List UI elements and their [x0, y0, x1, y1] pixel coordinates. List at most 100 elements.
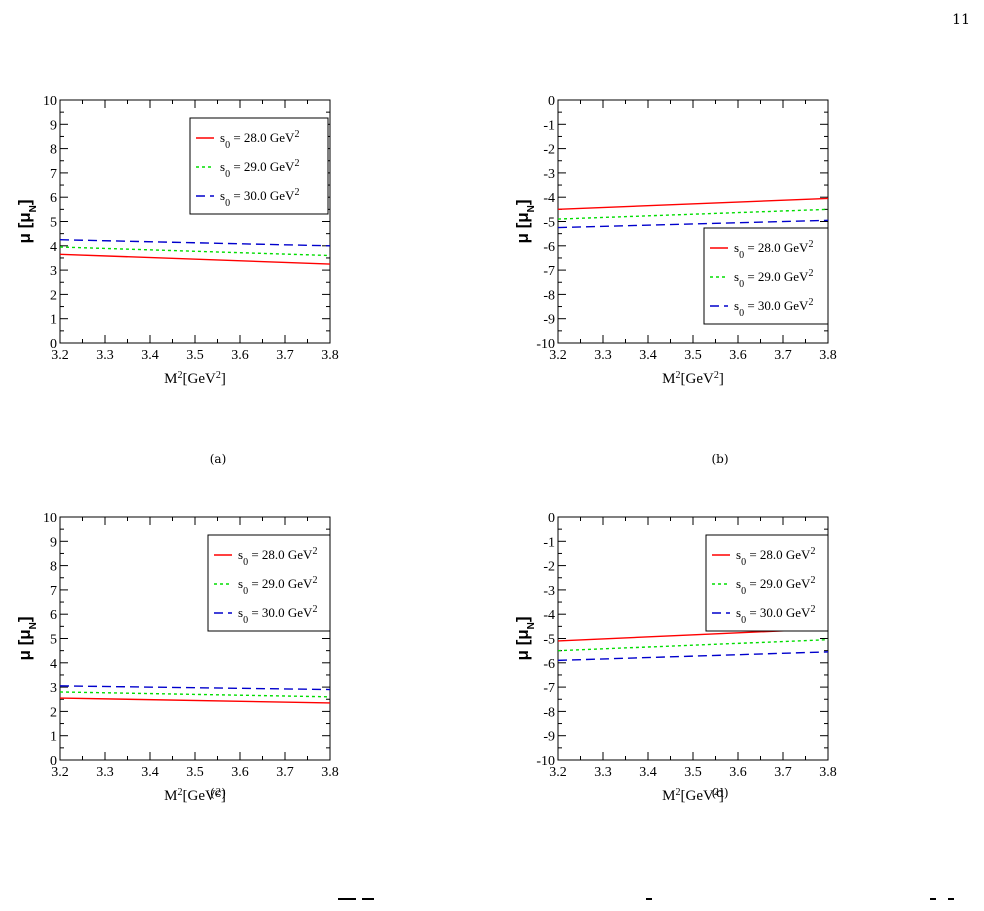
caption-c: (c) [209, 786, 227, 800]
y-tick-label: 2 [50, 705, 57, 720]
series-line-3 [557, 219, 829, 229]
legend: s0 = 28.0 GeV2 s0 = 29.0 GeV2 s0 = 30.0 Ge… [703, 227, 829, 325]
series-line-2 [557, 208, 829, 220]
series-line-1 [59, 697, 331, 704]
caption-a: (a) [209, 452, 227, 466]
y-tick-label: -6 [543, 657, 555, 672]
x-tick-label: 3.2 [549, 765, 567, 780]
x-tick-label: 3.5 [684, 348, 702, 363]
legend-entry: s0 = 30.0 GeV2 [220, 187, 299, 209]
series-line-3 [59, 685, 331, 691]
x-tick-label: 3.8 [321, 765, 339, 780]
plot-area: 3.2 3.3 3.4 3.5 3.6 3.7 3.8 0 1 2 3 4 5 6 7 8 9 10 M2[GeV2… [15, 94, 339, 387]
x-axis-label: M2[GeV2] [164, 370, 226, 388]
y-tick-label: 10 [43, 511, 57, 526]
legend-entry: s0 = 29.0 GeV2 [734, 268, 813, 290]
x-tick-label: 3.8 [321, 348, 339, 363]
y-tick-label: 0 [50, 337, 57, 352]
legend-entry: s0 = 28.0 GeV2 [734, 239, 813, 261]
y-tick-label: -6 [543, 240, 555, 255]
y-tick-label: -9 [543, 313, 555, 328]
y-tick-label: 1 [50, 730, 57, 745]
cropped-glyph [930, 898, 936, 900]
y-tick-label: 8 [50, 143, 57, 158]
legend-entry: s0 = 30.0 GeV2 [734, 297, 813, 319]
chart-panel-c: 3.2 3.3 3.4 3.5 3.6 3.7 3.8 0 1 2 3 4 5 6 7 8 9 10 M2[GeV2… [15, 511, 339, 804]
legend-entry: s0 = 28.0 GeV2 [238, 546, 317, 568]
y-axis-label: μ [μN] [15, 616, 39, 660]
x-tick-label: 3.8 [819, 348, 837, 363]
legend-entry: s0 = 29.0 GeV2 [736, 575, 815, 597]
y-tick-label: 9 [50, 535, 57, 550]
y-tick-label: -8 [543, 288, 555, 303]
y-tick-label: 6 [50, 191, 57, 206]
legend: s0 = 28.0 GeV2 s0 = 29.0 GeV2 s0 = 30.0 Ge… [207, 534, 331, 632]
x-tick-label: 3.7 [774, 348, 792, 363]
y-tick-label: 3 [50, 264, 57, 279]
x-tick-label: 3.2 [51, 348, 69, 363]
cropped-glyph [646, 898, 652, 900]
y-axis-label: μ [μN] [15, 199, 39, 243]
x-tick-label: 3.4 [639, 765, 657, 780]
series-line-2 [59, 691, 331, 698]
x-tick-label: 3.2 [549, 348, 567, 363]
x-tick-label: 3.2 [51, 765, 69, 780]
legend-entry: s0 = 28.0 GeV2 [220, 129, 299, 151]
y-axis-label: μ [μN] [513, 616, 537, 660]
y-tick-label: 9 [50, 118, 57, 133]
y-tick-label: -5 [543, 633, 555, 648]
y-tick-label: -4 [543, 608, 555, 623]
cropped-glyph [362, 898, 374, 900]
legend-box [705, 534, 829, 632]
y-tick-label: 1 [50, 313, 57, 328]
y-tick-label: 0 [548, 94, 555, 109]
y-tick-label: 4 [50, 240, 57, 255]
y-tick-label: -2 [543, 560, 555, 575]
x-axis-label: M2[GeV2] [164, 787, 226, 805]
x-tick-label: 3.6 [231, 348, 249, 363]
x-axis-label: M2[GeV2] [662, 787, 724, 805]
y-tick-label: -4 [543, 191, 555, 206]
legend: s0 = 28.0 GeV2 s0 = 29.0 GeV2 s0 = 30.0 Ge… [705, 534, 829, 632]
x-tick-label: 3.7 [276, 348, 294, 363]
y-tick-label: 4 [50, 657, 57, 672]
legend: s0 = 28.0 GeV2 s0 = 29.0 GeV2 s0 = 30.0 Ge… [189, 117, 329, 215]
y-tick-label: -2 [543, 143, 555, 158]
x-tick-label: 3.3 [96, 348, 114, 363]
series-line-2 [557, 639, 829, 652]
y-tick-label: 6 [50, 608, 57, 623]
cropped-glyph [948, 898, 954, 900]
legend-entry: s0 = 30.0 GeV2 [238, 604, 317, 626]
y-tick-label: 5 [50, 216, 57, 231]
x-axis-label: M2[GeV2] [662, 370, 724, 388]
x-tick-label: 3.6 [231, 765, 249, 780]
caption-b: (b) [711, 452, 729, 466]
plot-area: 3.2 3.3 3.4 3.5 3.6 3.7 3.8 0 -1 -2 -3 -4 -5 -6 -7 -8 -9… [513, 94, 837, 387]
y-tick-label: 7 [50, 167, 57, 182]
x-tick-label: 3.7 [276, 765, 294, 780]
plot-area: 3.2 3.3 3.4 3.5 3.6 3.7 3.8 0 1 2 3 4 5 6 7 8 9 10 M2[GeV2… [15, 511, 339, 804]
x-tick-label: 3.3 [594, 765, 612, 780]
y-tick-label: -3 [543, 584, 555, 599]
x-tick-label: 3.5 [684, 765, 702, 780]
chart-panel-d: 3.2 3.3 3.4 3.5 3.6 3.7 3.8 0 -1 -2 -3 -4 -5 -6 -7 -8 -9… [513, 511, 837, 804]
caption-d: (d) [711, 786, 729, 800]
y-tick-label: -7 [543, 681, 555, 696]
y-tick-label: 3 [50, 681, 57, 696]
x-tick-label: 3.5 [186, 348, 204, 363]
plot-area: 3.2 3.3 3.4 3.5 3.6 3.7 3.8 0 -1 -2 -3 -4 -5 -6 -7 -8 -9… [513, 511, 837, 804]
x-tick-label: 3.4 [141, 765, 159, 780]
x-tick-label: 3.8 [819, 765, 837, 780]
series-line-3 [59, 239, 331, 247]
series-line-1 [59, 253, 331, 265]
page-number: 11 [952, 12, 970, 28]
legend-entry: s0 = 29.0 GeV2 [238, 575, 317, 597]
legend-entry: s0 = 29.0 GeV2 [220, 158, 299, 180]
legend-box [189, 117, 329, 215]
legend-box [703, 227, 829, 325]
y-tick-label: -1 [543, 118, 555, 133]
series-line-3 [557, 651, 829, 662]
y-tick-label: -1 [543, 535, 555, 550]
y-axis-label: μ [μN] [513, 199, 537, 243]
y-tick-label: -5 [543, 216, 555, 231]
